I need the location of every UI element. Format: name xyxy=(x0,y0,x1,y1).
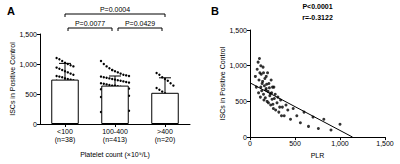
svg-text:1,500: 1,500 xyxy=(376,140,394,147)
svg-text:B: B xyxy=(211,5,219,17)
svg-text:<100: <100 xyxy=(57,128,73,135)
svg-text:1,500: 1,500 xyxy=(229,27,247,34)
svg-text:1,500: 1,500 xyxy=(19,31,37,38)
svg-text:0: 0 xyxy=(33,121,37,128)
svg-text:PLR: PLR xyxy=(311,152,325,159)
svg-text:1,000: 1,000 xyxy=(229,62,247,69)
svg-text:>400: >400 xyxy=(157,128,173,135)
svg-text:P=0.0429: P=0.0429 xyxy=(125,20,155,27)
svg-text:100-400: 100-400 xyxy=(102,128,128,135)
svg-text:0: 0 xyxy=(243,134,247,141)
svg-text:r=-0.3122: r=-0.3122 xyxy=(302,14,333,21)
svg-text:(n=413): (n=413) xyxy=(103,136,127,144)
svg-text:A: A xyxy=(7,5,15,17)
svg-text:P<0.0001: P<0.0001 xyxy=(302,3,332,10)
svg-text:500: 500 xyxy=(235,98,247,105)
svg-text:1,000: 1,000 xyxy=(19,61,37,68)
svg-text:0: 0 xyxy=(248,140,252,147)
svg-text:(n=38): (n=38) xyxy=(55,136,75,144)
svg-text:1,000: 1,000 xyxy=(331,140,349,147)
svg-text:P=0.0004: P=0.0004 xyxy=(100,6,130,13)
svg-text:500: 500 xyxy=(25,91,37,98)
svg-text:ISCs in Positive Control: ISCs in Positive Control xyxy=(9,42,16,116)
svg-text:500: 500 xyxy=(289,140,301,147)
svg-text:Platelet count (×10⁹/L): Platelet count (×10⁹/L) xyxy=(80,151,150,159)
svg-text:ISCs in Positive Control: ISCs in Positive Control xyxy=(219,46,226,120)
svg-text:P=0.0077: P=0.0077 xyxy=(75,20,105,27)
svg-text:(n=20): (n=20) xyxy=(155,136,175,144)
